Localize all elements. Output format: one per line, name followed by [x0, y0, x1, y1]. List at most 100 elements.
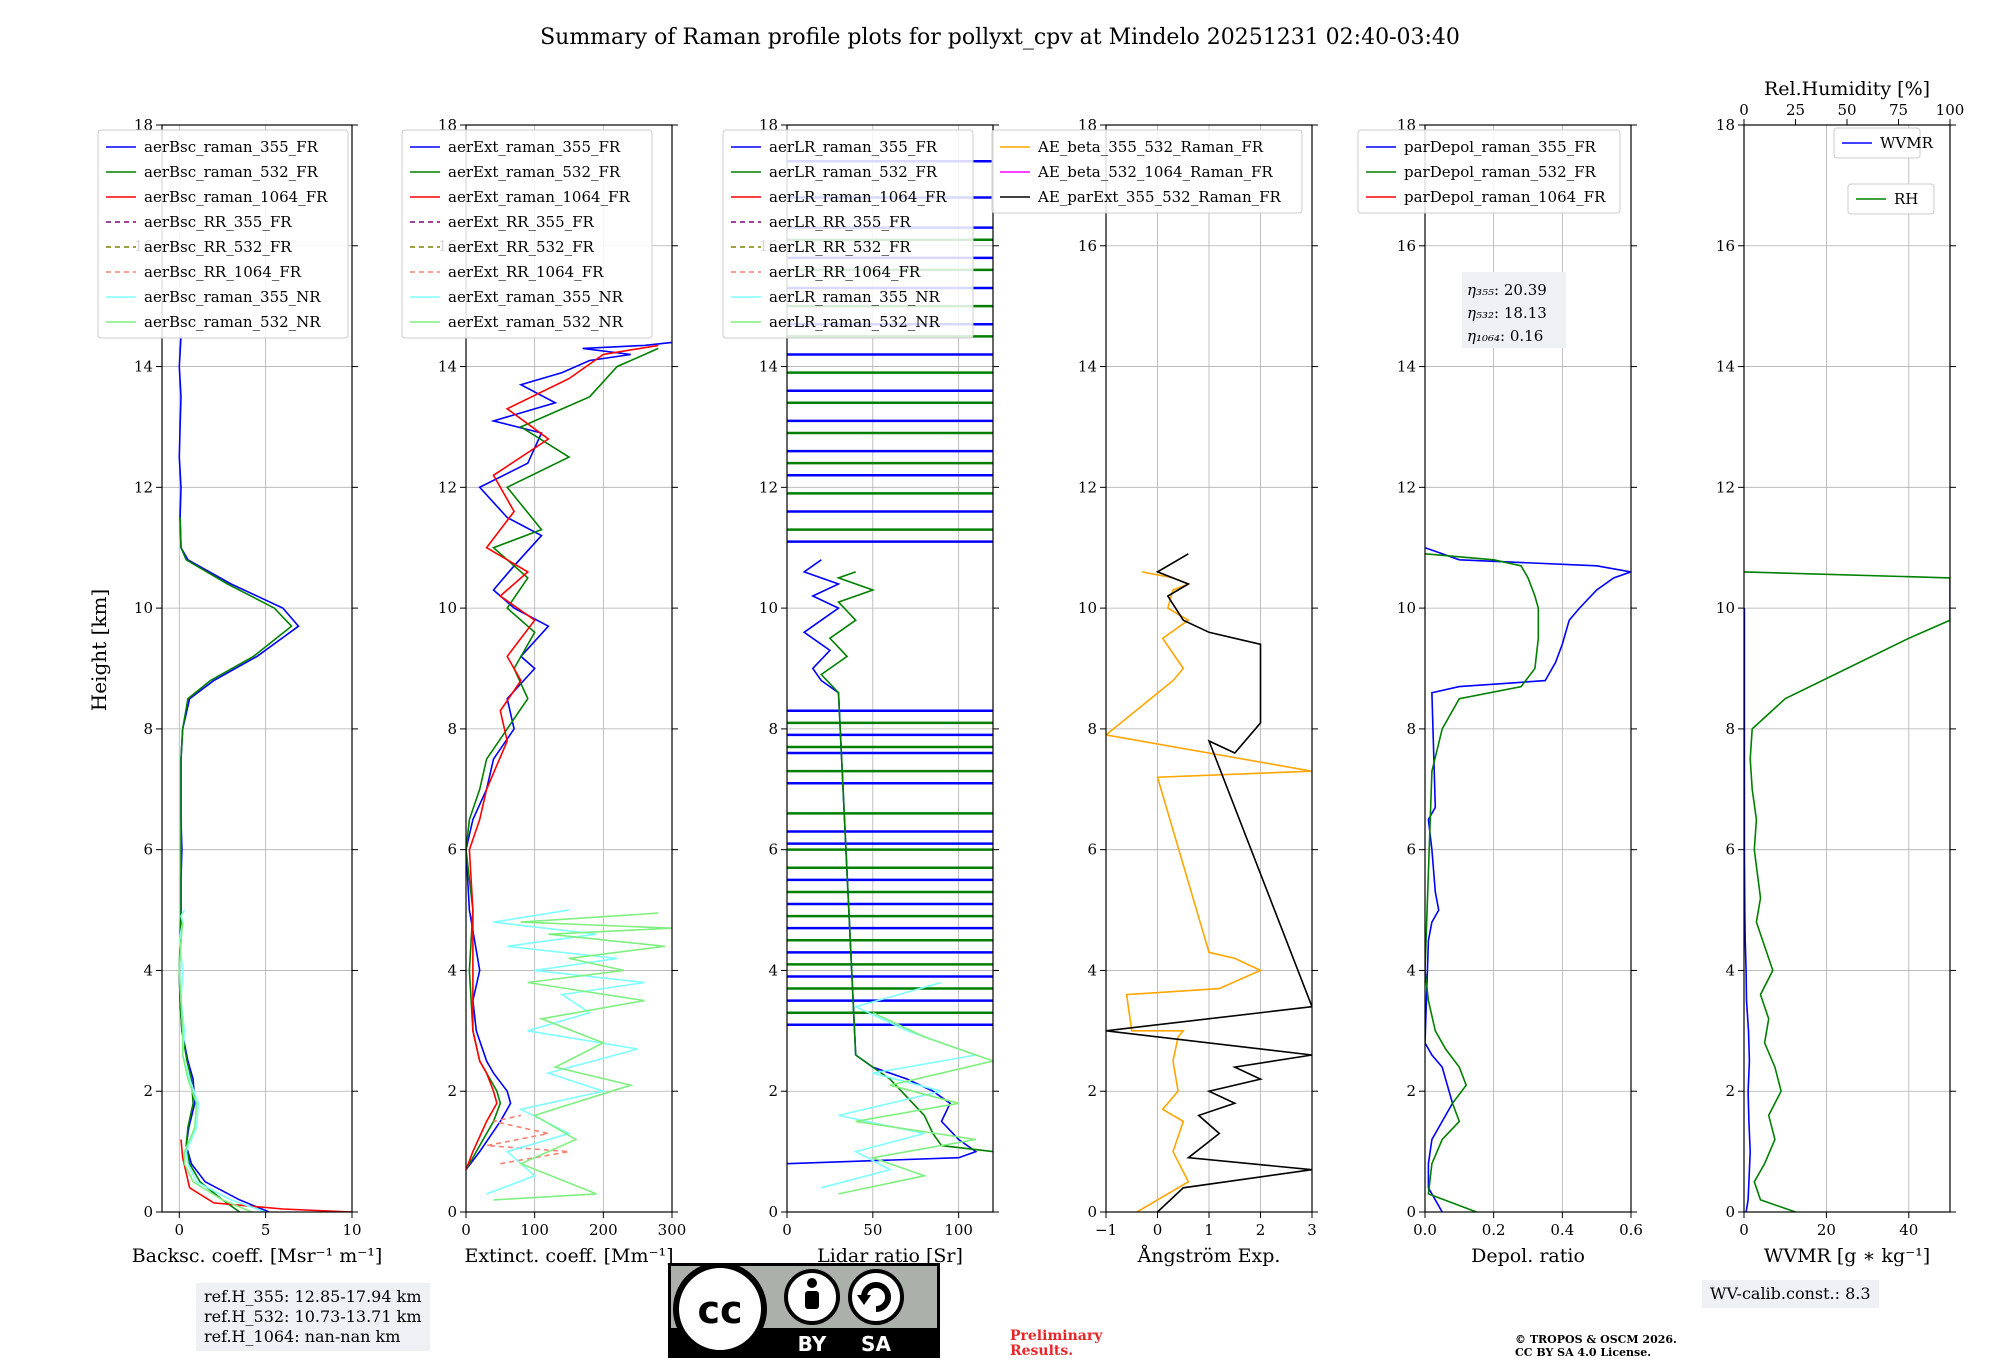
legend-label: aerExt_RR_532_FR [448, 238, 595, 256]
x-tick-label: 0 [1739, 1221, 1749, 1239]
legend: AE_beta_355_532_Raman_FR AE_beta_532_1064… [991, 129, 1303, 214]
x-axis-label: Lidar ratio [Sr] [817, 1245, 963, 1267]
legend-label: aerExt_raman_355_NR [448, 288, 624, 306]
share-alike-icon [848, 1269, 904, 1325]
x-tick-label: 0 [1153, 1221, 1163, 1239]
series-line-aerLR_raman_355_NR [821, 981, 979, 1189]
legend-label: aerExt_raman_1064_FR [448, 188, 630, 206]
y-tick-label: 6 [768, 841, 778, 859]
y-tick-label: 14 [438, 358, 457, 376]
reference-heights-box: ref.H_355: 12.85-17.94 km ref.H_532: 10.… [196, 1283, 430, 1351]
copyright-note: © TROPOS & OSCM 2026. CC BY SA 4.0 Licen… [1515, 1333, 1677, 1359]
y-tick-label: 0 [447, 1203, 457, 1221]
top-x-tick-label: 0 [1739, 101, 1749, 119]
y-tick-label: 6 [1725, 841, 1735, 859]
panel-frame [465, 124, 673, 1213]
legend-label: aerLR_raman_355_FR [769, 138, 938, 156]
ref-height-532: ref.H_532: 10.73-13.71 km [204, 1307, 422, 1326]
series-line-aerExt_raman_1064_FR [466, 344, 659, 1170]
x-tick-label: 2 [1256, 1221, 1266, 1239]
x-tick-label: 100 [944, 1221, 973, 1239]
y-tick-label: 4 [1725, 961, 1735, 979]
x-tick-label: 100 [520, 1221, 549, 1239]
y-tick-label: 18 [1716, 116, 1735, 134]
eta-annotations: η₃₅₅: 20.39 η₅₃₂: 18.13 η₁₀₆₄: 0.16 [1462, 272, 1566, 348]
series-line-aerExt_raman_532_FR [466, 347, 659, 1171]
sa-label: SA [861, 1332, 891, 1356]
legend: aerBsc_raman_355_FR aerBsc_raman_532_FRae… [97, 129, 349, 339]
y-tick-label: 0 [143, 1203, 153, 1221]
legend-label: aerLR_RR_1064_FR [769, 263, 921, 281]
share-alike-arc [861, 1282, 891, 1312]
x-tick-label: 50 [863, 1221, 882, 1239]
x-tick-label: 40 [1899, 1221, 1918, 1239]
y-tick-label: 6 [1406, 841, 1416, 859]
cc-glyph: cc [697, 1288, 742, 1332]
y-tick-label: 6 [447, 841, 457, 859]
preliminary-line-1: Preliminary [1010, 1328, 1103, 1344]
x-tick-label: 1 [1204, 1221, 1214, 1239]
y-tick-label: 8 [447, 720, 457, 738]
legend-label: parDepol_raman_532_FR [1404, 163, 1597, 181]
legend-label: aerExt_raman_532_NR [448, 313, 624, 331]
top-x-tick-label: 50 [1837, 101, 1856, 119]
wv-calibration-constant: WV-calib.const.: 8.3 [1710, 1284, 1871, 1303]
x-tick-label: 0.6 [1619, 1221, 1643, 1239]
top-x-tick-label: 100 [1936, 101, 1965, 119]
legend-box-WVMR [1833, 127, 1921, 159]
plot-panels: 0246810121416180510Backsc. coeff. [Msr⁻¹… [97, 78, 1964, 1267]
series-line-aerExt_raman_532_NR [493, 912, 672, 1201]
y-tick-label: 14 [759, 358, 778, 376]
legend-label: parDepol_raman_1064_FR [1404, 188, 1606, 206]
legend-label: AE_parExt_355_532_Raman_FR [1037, 188, 1282, 206]
series-line-aerBsc_raman_355_FR [178, 336, 300, 1212]
legend: aerLR_raman_355_FR aerLR_raman_532_FR aerL… [722, 129, 974, 339]
legend-label: aerExt_raman_532_FR [448, 163, 621, 181]
copyright-line-2: CC BY SA 4.0 License. [1515, 1346, 1652, 1359]
y-tick-label: 12 [1078, 478, 1097, 496]
series-line-AE_parExt_355_532_Raman_FR [1106, 553, 1312, 1212]
panel-extinction: 0246810121416180100200300Extinct. coeff.… [401, 116, 686, 1267]
series-line-aerExt_RR_1064_FR [486, 1114, 570, 1165]
x-tick-label: 0.2 [1482, 1221, 1506, 1239]
x-axis-label: Ångström Exp. [1137, 1245, 1281, 1267]
y-tick-label: 0 [1725, 1203, 1735, 1221]
y-tick-label: 10 [1078, 599, 1097, 617]
y-tick-label: 14 [1397, 358, 1416, 376]
y-tick-label: 8 [1406, 720, 1416, 738]
legend-label: aerLR_raman_532_NR [769, 313, 940, 331]
legend-label: aerLR_raman_355_NR [769, 288, 940, 306]
legend-label: parDepol_raman_355_FR [1404, 138, 1597, 156]
ref-height-1064: ref.H_1064: nan-nan km [204, 1327, 401, 1346]
series-line-parDepol_raman_532_FR [1425, 553, 1540, 1212]
y-tick-label: 2 [1406, 1082, 1416, 1100]
legend-label: aerLR_RR_532_FR [769, 238, 911, 256]
legend-label: aerExt_raman_355_FR [448, 138, 621, 156]
eta-annotation: η₁₀₆₄: 0.16 [1467, 327, 1543, 345]
y-tick-label: 12 [1716, 478, 1735, 496]
legend-box-RH [1847, 183, 1935, 215]
series-line-aerExt_raman_355_NR [486, 909, 645, 1195]
legend-label: aerBsc_RR_1064_FR [144, 263, 302, 281]
legend-label: aerExt_RR_1064_FR [448, 263, 604, 281]
legend-label: AE_beta_355_532_Raman_FR [1037, 138, 1264, 156]
x-axis-label: WVMR [g ∗ kg⁻¹] [1764, 1245, 1930, 1267]
eta-annotation: η₅₃₂: 18.13 [1467, 304, 1547, 322]
x-tick-label: 0.0 [1413, 1221, 1437, 1239]
y-tick-label: 10 [1397, 599, 1416, 617]
legend-label: aerBsc_raman_532_FR [144, 163, 319, 181]
legend-label: aerLR_RR_355_FR [769, 213, 911, 231]
panel-backscatter: 0246810121416180510Backsc. coeff. [Msr⁻¹… [97, 116, 382, 1267]
x-tick-label: 20 [1817, 1221, 1836, 1239]
panel-frame [161, 124, 353, 1213]
y-tick-label: 10 [759, 599, 778, 617]
series-line-aerBsc_raman_1064_FR [180, 1139, 352, 1212]
legend-box [1357, 129, 1621, 214]
y-tick-label: 14 [1078, 358, 1097, 376]
attribution-body [805, 1291, 819, 1309]
legend: aerExt_raman_355_FR aerExt_raman_532_FRae… [401, 129, 653, 339]
figure-title: Summary of Raman profile plots for polly… [540, 25, 1460, 50]
